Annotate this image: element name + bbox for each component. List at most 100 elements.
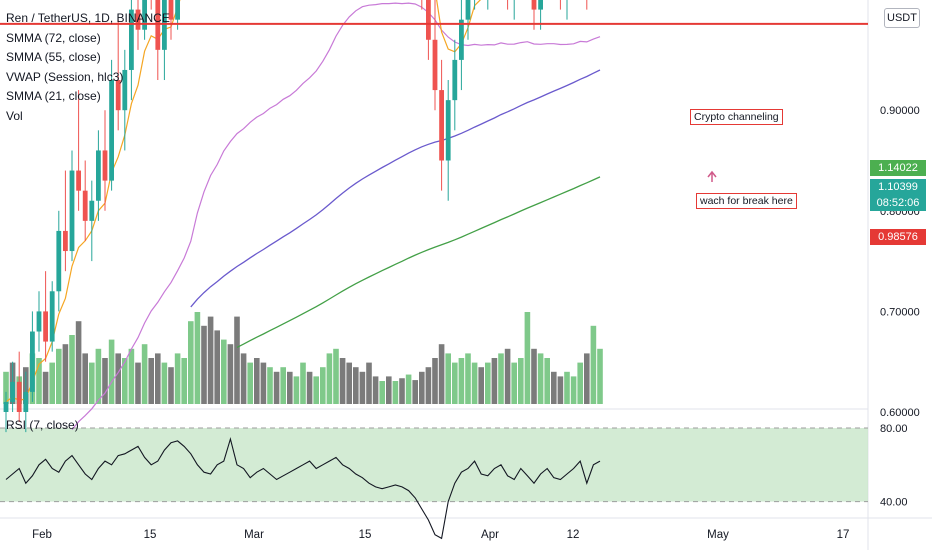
volume-bar [339,358,346,404]
chart-legend: Ren / TetherUS, 1D, BINANCE SMMA (72, cl… [6,9,170,126]
candle-body [135,9,141,30]
volume-bar [359,371,366,404]
volume-bar [3,371,9,404]
time-tick-label: 15 [359,529,372,541]
candle-body [56,230,62,292]
volume-bar [108,339,115,404]
time-tick-label: May [707,529,729,541]
candle-body [63,230,68,252]
volume-bar [89,362,95,404]
time-tick-label: 12 [567,529,580,541]
volume-bar [227,344,234,404]
support-price-tag: 0.98576 [870,229,926,245]
resistance-price-tag: 1.14022 [870,160,926,176]
volume-bar [498,353,504,404]
candle-body [175,0,180,20]
candle-body [115,80,121,111]
break-annotation[interactable]: wach for break here [696,193,797,209]
candle-body [10,381,15,402]
volume-bar [155,353,161,404]
volume-bar [82,353,88,404]
symbol-title: Ren / TetherUS, 1D, BINANCE [6,11,170,25]
volume-bar [201,325,207,404]
volume-bar [452,362,458,404]
legend-smma21[interactable]: SMMA (21, close) [6,89,101,103]
volume-bar [122,358,128,404]
volume-bar [95,348,102,404]
candle-body [168,0,174,20]
volume-bar [49,362,55,404]
volume-bar [366,362,372,404]
candle-body [432,39,438,91]
price-tick-label: 0.90000 [880,105,920,117]
volume-bar [320,367,326,404]
volume-bar [260,362,267,404]
volume-bar [148,358,154,404]
volume-bar [551,371,557,404]
candle-body [465,0,471,20]
volume-bar [379,381,385,404]
volume-bar [386,376,392,404]
time-tick-label: 17 [837,529,850,541]
rsi-tick-label: 80.00 [880,423,908,435]
volume-bar [280,367,286,404]
volume-bar [577,362,583,404]
candle-body [43,311,48,342]
candle-body [452,59,458,101]
price-tick-label: 0.70000 [880,306,920,318]
volume-bar [313,376,319,404]
volume-bar [247,362,253,404]
volume-bar [584,353,590,404]
legend-vwap[interactable]: VWAP (Session, hlc3) [6,69,124,84]
volume-bar [524,312,531,404]
volume-bar [36,358,42,404]
candle-body [102,150,108,181]
volume-bar [537,353,544,404]
volume-bar [168,367,174,404]
candle-body [459,19,464,60]
time-tick-label: Mar [244,529,264,541]
volume-bar [438,344,445,404]
countdown-tag: 08:52:06 [870,195,926,211]
candle-body [3,401,9,412]
legend-volume[interactable]: Vol [6,108,23,123]
volume-bar [590,325,597,404]
time-tick-label: Feb [32,529,52,541]
candle-body [445,100,451,161]
volume-bar [42,371,49,404]
volume-bar [485,362,491,404]
candle-body [30,331,35,392]
volume-bar [115,353,121,404]
volume-bar [564,371,570,404]
channel-annotation[interactable]: Crypto channeling [690,109,783,125]
time-tick-label: 15 [144,529,157,541]
candle-body [142,0,147,30]
legend-smma55[interactable]: SMMA (55, close) [6,50,101,64]
volume-bar [254,358,260,404]
volume-bar [300,362,306,404]
last-price-tag: 1.10399 [870,179,926,195]
volume-bar [135,362,141,404]
volume-bar [207,316,214,404]
candle-body [426,0,431,40]
volume-bar [102,358,108,404]
volume-bar [267,367,273,404]
volume-bar [161,362,168,404]
volume-bar [188,321,194,404]
volume-bar [392,381,399,404]
currency-button[interactable]: USDT [884,8,920,28]
volume-bar [214,330,220,404]
legend-smma72[interactable]: SMMA (72, close) [6,30,101,45]
rsi-tick-label: 40.00 [880,497,908,509]
volume-bar [425,367,432,404]
volume-bar [62,344,69,404]
volume-bar [399,378,405,404]
volume-bar [141,344,148,404]
rsi-legend[interactable]: RSI (7, close) [6,418,79,432]
candle-body [96,150,101,201]
volume-bar [465,353,471,404]
volume-bar [181,358,187,404]
time-tick-label: Apr [481,529,499,541]
candle-body [82,190,88,221]
